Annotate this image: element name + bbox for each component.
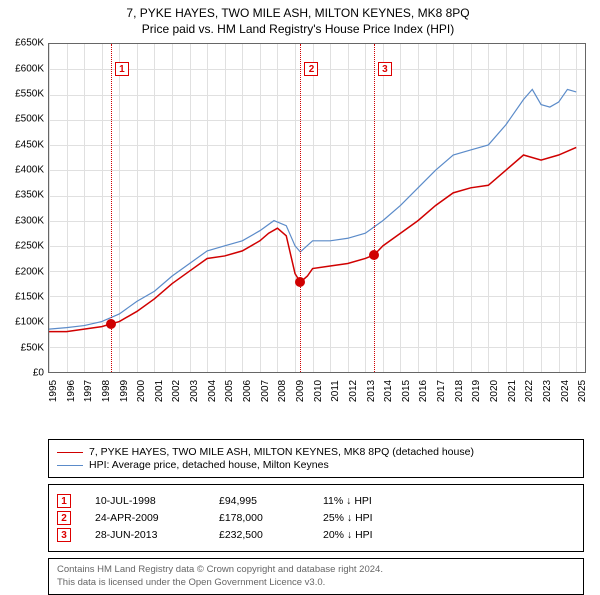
series-line: [49, 148, 576, 332]
x-tick-label: 2010: [313, 380, 324, 402]
footer-line-2: This data is licensed under the Open Gov…: [57, 577, 575, 589]
legend-item-hpi: HPI: Average price, detached house, Milt…: [57, 459, 575, 471]
x-tick-label: 2021: [507, 380, 518, 402]
x-tick-label: 2014: [383, 380, 394, 402]
events-table: 1 10-JUL-1998 £94,995 11% ↓ HPI 2 24-APR-2009…: [48, 484, 584, 552]
legend-swatch-hpi: [57, 465, 83, 466]
x-tick-label: 2013: [366, 380, 377, 402]
x-tick-label: 2009: [295, 380, 306, 402]
event-price: £94,995: [219, 495, 299, 507]
event-price: £178,000: [219, 512, 299, 524]
x-tick-label: 1999: [119, 380, 130, 402]
y-tick-label: £500K: [15, 114, 44, 125]
legend-swatch-property: [57, 452, 83, 453]
event-table-row: 2 24-APR-2009 £178,000 25% ↓ HPI: [57, 511, 575, 525]
x-tick-label: 2001: [154, 380, 165, 402]
event-data-dot: [369, 250, 379, 260]
title-line-1: 7, PYKE HAYES, TWO MILE ASH, MILTON KEYN…: [6, 6, 590, 22]
event-table-row: 1 10-JUL-1998 £94,995 11% ↓ HPI: [57, 494, 575, 508]
event-vertical-line: [374, 44, 375, 372]
chart-title: 7, PYKE HAYES, TWO MILE ASH, MILTON KEYN…: [6, 6, 590, 37]
event-marker-box: 1: [115, 62, 129, 76]
y-tick-label: £550K: [15, 88, 44, 99]
y-axis: £0£50K£100K£150K£200K£250K£300K£350K£400…: [6, 43, 48, 373]
event-data-dot: [295, 277, 305, 287]
legend: 7, PYKE HAYES, TWO MILE ASH, MILTON KEYN…: [48, 439, 584, 478]
event-price: £232,500: [219, 529, 299, 541]
event-date: 24-APR-2009: [95, 512, 195, 524]
chart-area: £0 £50K £100K £150K £200K £250K £300K £350K £400…: [6, 43, 590, 403]
x-tick-label: 1997: [83, 380, 94, 402]
title-line-2: Price paid vs. HM Land Registry's House …: [6, 22, 590, 38]
figure-container: 7, PYKE HAYES, TWO MILE ASH, MILTON KEYN…: [0, 0, 600, 590]
y-tick-label: £0: [33, 368, 44, 379]
event-number-icon: 1: [57, 494, 71, 508]
x-tick-label: 2015: [401, 380, 412, 402]
event-vertical-line: [300, 44, 301, 372]
line-series-svg: [49, 44, 585, 372]
footer-attribution: Contains HM Land Registry data © Crown c…: [48, 558, 584, 595]
x-tick-label: 2003: [189, 380, 200, 402]
x-tick-label: 2017: [436, 380, 447, 402]
event-date: 28-JUN-2013: [95, 529, 195, 541]
x-tick-label: 2006: [242, 380, 253, 402]
y-tick-label: £400K: [15, 165, 44, 176]
legend-label-hpi: HPI: Average price, detached house, Milt…: [89, 459, 329, 471]
event-table-row: 3 28-JUN-2013 £232,500 20% ↓ HPI: [57, 528, 575, 542]
x-tick-label: 2018: [454, 380, 465, 402]
x-tick-label: 1995: [48, 380, 59, 402]
y-tick-label: £450K: [15, 139, 44, 150]
y-tick-label: £350K: [15, 190, 44, 201]
x-tick-label: 2008: [277, 380, 288, 402]
event-delta: 20% ↓ HPI: [323, 529, 575, 541]
x-tick-label: 2016: [418, 380, 429, 402]
event-data-dot: [106, 319, 116, 329]
x-tick-label: 2019: [471, 380, 482, 402]
event-number-icon: 3: [57, 528, 71, 542]
event-number-icon: 2: [57, 511, 71, 525]
event-delta: 11% ↓ HPI: [323, 495, 575, 507]
x-tick-label: 2004: [207, 380, 218, 402]
x-tick-label: 1998: [101, 380, 112, 402]
event-delta: 25% ↓ HPI: [323, 512, 575, 524]
x-tick-label: 2020: [489, 380, 500, 402]
event-marker-box: 2: [304, 62, 318, 76]
event-marker-box: 3: [378, 62, 392, 76]
x-tick-label: 2023: [542, 380, 553, 402]
y-tick-label: £300K: [15, 215, 44, 226]
x-tick-label: 2024: [560, 380, 571, 402]
x-tick-label: 1996: [66, 380, 77, 402]
y-tick-label: £100K: [15, 317, 44, 328]
footer-line-1: Contains HM Land Registry data © Crown c…: [57, 564, 575, 576]
x-tick-label: 2022: [524, 380, 535, 402]
x-tick-label: 2000: [136, 380, 147, 402]
legend-label-property: 7, PYKE HAYES, TWO MILE ASH, MILTON KEYN…: [89, 446, 474, 458]
event-date: 10-JUL-1998: [95, 495, 195, 507]
legend-item-property: 7, PYKE HAYES, TWO MILE ASH, MILTON KEYN…: [57, 446, 575, 458]
x-tick-label: 2025: [577, 380, 588, 402]
x-tick-label: 2007: [260, 380, 271, 402]
y-tick-label: £600K: [15, 63, 44, 74]
series-line: [49, 90, 576, 330]
x-tick-label: 2002: [171, 380, 182, 402]
y-tick-label: £650K: [15, 38, 44, 49]
x-axis: 1995 1996 1997 1998 1999 2000 2001 2002 2003 2004…: [48, 373, 586, 403]
y-tick-label: £200K: [15, 266, 44, 277]
y-tick-label: £250K: [15, 241, 44, 252]
x-tick-label: 2005: [224, 380, 235, 402]
y-tick-label: £50K: [21, 342, 44, 353]
x-tick-label: 2012: [348, 380, 359, 402]
plot-area: 1 2 3: [48, 43, 586, 373]
x-tick-label: 2011: [330, 380, 341, 402]
y-tick-label: £150K: [15, 292, 44, 303]
